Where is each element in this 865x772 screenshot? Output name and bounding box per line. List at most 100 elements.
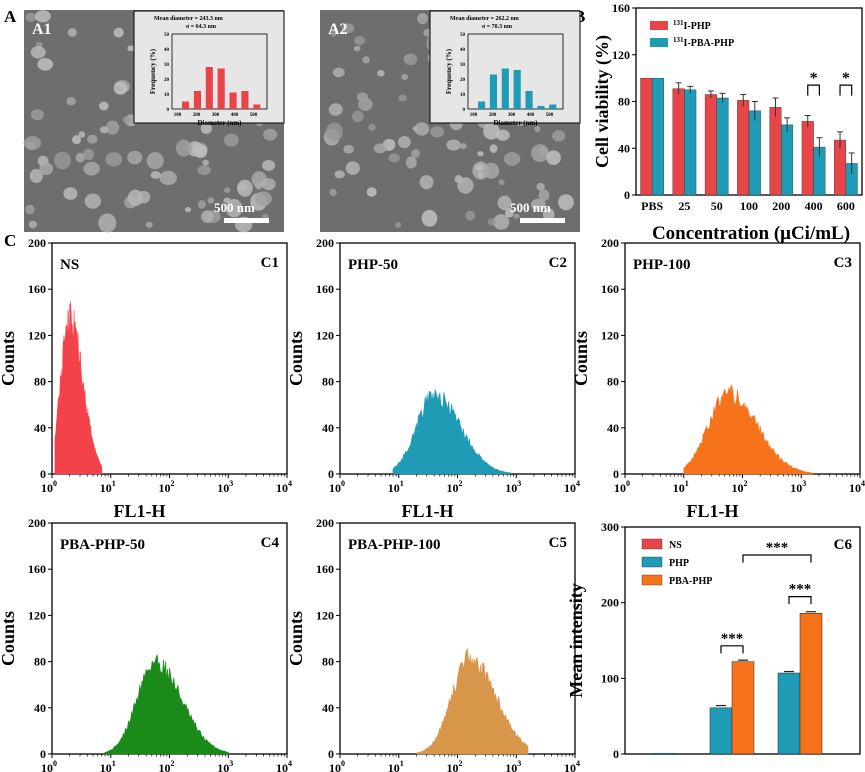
chart-c6-bracket bbox=[788, 596, 812, 605]
chart-b-xtick: 50 bbox=[711, 199, 723, 213]
histogram-corner-label: C4 bbox=[261, 535, 280, 551]
nanoparticle bbox=[403, 53, 418, 66]
nanoparticle bbox=[325, 122, 343, 142]
inset-bar bbox=[205, 67, 213, 109]
chart-b-legend-swatch bbox=[650, 21, 668, 30]
nanoparticle bbox=[34, 10, 51, 23]
histogram-ytick: 120 bbox=[316, 328, 334, 342]
chart-c6-ytick: 0 bbox=[613, 747, 619, 761]
histogram-ylabel: Counts bbox=[0, 331, 18, 386]
inset-bar bbox=[549, 104, 557, 109]
xtick-base: 10 bbox=[276, 761, 288, 772]
legend-sup: 131 bbox=[673, 19, 684, 27]
nanoparticle bbox=[29, 169, 43, 183]
inset-bar bbox=[193, 91, 201, 109]
histogram-ylabel: Counts bbox=[0, 611, 18, 666]
nanoparticle bbox=[146, 152, 164, 170]
nanoparticle bbox=[197, 165, 211, 176]
histogram-ytick: 160 bbox=[28, 562, 46, 576]
sem-label: A2 bbox=[328, 21, 348, 38]
histogram-xtick: 101 bbox=[100, 759, 116, 772]
xtick-base: 10 bbox=[41, 481, 53, 495]
scale-bar bbox=[520, 218, 565, 223]
nanoparticle bbox=[150, 171, 161, 179]
nanoparticle bbox=[261, 178, 276, 191]
chart-c6-legend-swatch bbox=[641, 538, 663, 550]
inset-xtick: 100 bbox=[174, 113, 182, 118]
nanoparticle bbox=[498, 179, 505, 186]
nanoparticle bbox=[531, 144, 549, 163]
nanoparticle bbox=[546, 150, 561, 165]
histogram-xtick: 103 bbox=[505, 759, 521, 772]
nanoparticle bbox=[262, 160, 276, 171]
nanoparticle bbox=[83, 161, 100, 176]
histogram-sample-label: PHP-100 bbox=[633, 257, 691, 273]
nanoparticle bbox=[237, 179, 253, 197]
histogram-ytick: 80 bbox=[34, 375, 46, 389]
xtick-base: 10 bbox=[614, 481, 626, 495]
histogram-ytick: 40 bbox=[34, 701, 46, 715]
xtick-exp: 3 bbox=[517, 479, 521, 488]
inset-ytick: 40 bbox=[164, 48, 170, 53]
nanoparticle bbox=[505, 207, 514, 218]
nanoparticle bbox=[457, 177, 474, 194]
histogram-area bbox=[104, 654, 229, 755]
histogram-sample-label: PBA-PHP-50 bbox=[60, 537, 145, 553]
nanoparticle bbox=[105, 152, 123, 167]
chart-b-bar bbox=[704, 94, 717, 196]
nanoparticle bbox=[487, 218, 496, 226]
xtick-exp: 0 bbox=[53, 759, 57, 768]
xtick-base: 10 bbox=[159, 481, 171, 495]
nanoparticle bbox=[201, 210, 214, 224]
chart-c6-ytick: 300 bbox=[601, 520, 619, 534]
histogram-ytick: 40 bbox=[607, 421, 619, 435]
histogram-xtick: 100 bbox=[329, 479, 345, 495]
inset-xtick: 100 bbox=[470, 113, 478, 118]
scale-bar bbox=[224, 218, 269, 223]
nanoparticle bbox=[66, 97, 76, 106]
nanoparticle bbox=[37, 58, 53, 71]
chart-c6: 0 100 200 300 *** *** *** NS PHP PBA-PHP C6 Mean in… bbox=[566, 520, 861, 761]
xtick-exp: 4 bbox=[576, 479, 580, 488]
histogram-xtick: 100 bbox=[41, 759, 57, 772]
chart-c6-bar bbox=[777, 672, 801, 755]
nanoparticle bbox=[105, 120, 120, 135]
nanoparticle bbox=[412, 126, 419, 131]
inset-sigma: σ = 70.3 nm bbox=[482, 24, 512, 30]
nanoparticle bbox=[366, 187, 377, 197]
nanoparticle bbox=[334, 170, 345, 179]
chart-c6-legend-swatch bbox=[641, 574, 663, 586]
histogram-ylabel: Counts bbox=[286, 331, 306, 386]
histogram-xtick: 102 bbox=[447, 759, 463, 772]
inset-bar bbox=[489, 74, 497, 109]
nanoparticle bbox=[477, 171, 484, 178]
nanoparticle bbox=[503, 152, 521, 166]
nanoparticle bbox=[401, 73, 409, 80]
chart-b-xtick: 100 bbox=[740, 199, 758, 213]
nanoparticle bbox=[493, 214, 510, 230]
histogram-ytick: 160 bbox=[316, 282, 334, 296]
xtick-base: 10 bbox=[159, 761, 171, 772]
inset-bar bbox=[253, 104, 261, 109]
nanoparticle bbox=[25, 204, 35, 215]
chart-b-xtick: 200 bbox=[772, 199, 790, 213]
xtick-base: 10 bbox=[505, 761, 517, 772]
chart-b-ytick: 80 bbox=[618, 95, 630, 109]
inset-bar bbox=[241, 91, 249, 109]
nanoparticle bbox=[113, 85, 123, 92]
chart-c6-ytick: 200 bbox=[601, 596, 619, 610]
xtick-exp: 4 bbox=[576, 759, 580, 768]
nanoparticle bbox=[332, 67, 345, 78]
nanoparticle bbox=[345, 161, 360, 175]
chart-c6-bar bbox=[709, 707, 733, 755]
histogram-xlabel: FL1-H bbox=[402, 501, 454, 521]
histogram-ytick: 200 bbox=[316, 236, 334, 250]
chart-c6-corner-label: C6 bbox=[834, 537, 853, 553]
nanoparticle bbox=[329, 188, 337, 197]
inset-xtick: 300 bbox=[212, 113, 220, 118]
legend-text: I-PHP bbox=[684, 21, 711, 32]
chart-b-ytick: 160 bbox=[612, 1, 630, 15]
